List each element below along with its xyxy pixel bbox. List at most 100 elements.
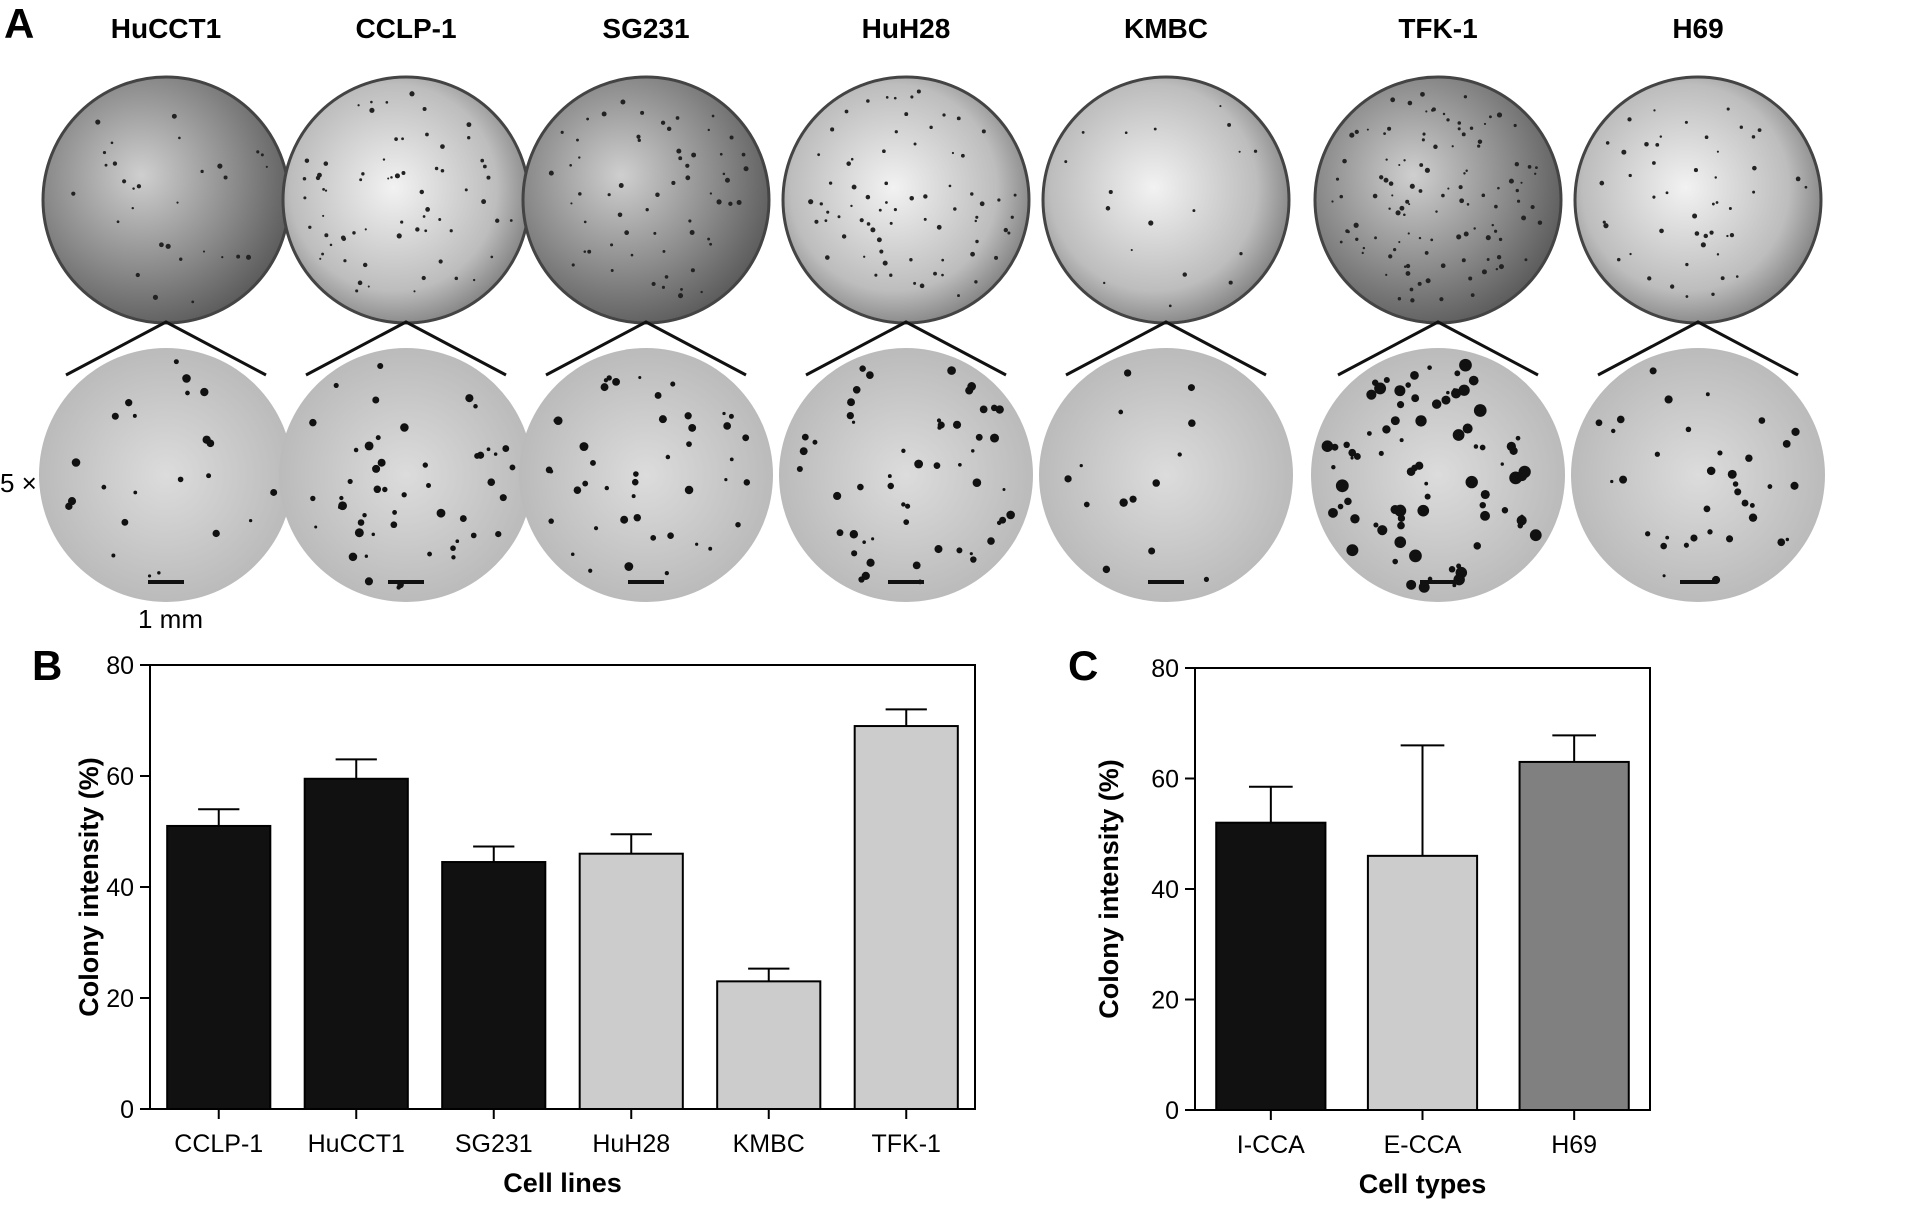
bar bbox=[1215, 821, 1327, 1111]
zoom-colony-dot bbox=[248, 518, 253, 523]
dish-zoom-5x bbox=[779, 348, 1033, 602]
plate-colony-dot bbox=[655, 192, 660, 197]
panel-a: A HuCCT1 CCLP-1 SG231 HuH28 KMBC TFK-1 H69 5 ×… bbox=[0, 0, 1825, 634]
plate-colony-dot bbox=[707, 128, 710, 132]
zoom-colony-dot bbox=[1595, 419, 1603, 427]
plate-colony-dot bbox=[387, 177, 390, 180]
zoom-colony-dot bbox=[1745, 454, 1753, 462]
zoom-colony-dot bbox=[1479, 444, 1486, 451]
plate-colony-dot bbox=[953, 207, 957, 211]
plate-colony-dot bbox=[583, 220, 587, 224]
plate-colony-dot bbox=[1739, 125, 1743, 129]
plate-colony-dot bbox=[1715, 201, 1719, 204]
plate-colony-dot bbox=[1421, 138, 1425, 142]
zoom-colony-dot bbox=[357, 519, 365, 526]
y-tick-label: 0 bbox=[1165, 1097, 1179, 1125]
plate-colony-dot bbox=[1647, 276, 1652, 281]
plate-colony-dot bbox=[1457, 121, 1462, 125]
plate-colony-dot bbox=[1335, 177, 1340, 181]
plate-colony-dot bbox=[1466, 203, 1470, 206]
zoom-colony-dot bbox=[866, 371, 874, 379]
plate-colony-dot bbox=[975, 215, 979, 219]
plate-colony-dot bbox=[910, 95, 914, 99]
zoom-colony-dot bbox=[1383, 376, 1390, 384]
plate-colony-dot bbox=[1410, 298, 1415, 303]
plate-colony-dot bbox=[923, 194, 928, 199]
plate-colony-dot bbox=[1398, 163, 1401, 167]
zoom-connector bbox=[545, 320, 747, 377]
plate-colony-dot bbox=[1407, 100, 1413, 106]
plate-colony-dot bbox=[1182, 272, 1187, 277]
plate-colony-dot bbox=[1463, 95, 1468, 99]
zoom-colony-dot bbox=[364, 554, 369, 558]
zoom-connector bbox=[805, 320, 1007, 377]
plate-colony-dot bbox=[736, 199, 742, 205]
plate-colony-dot bbox=[882, 260, 888, 266]
zoom-colony-dot bbox=[177, 476, 184, 483]
zoom-colony-dot bbox=[708, 546, 713, 551]
plate-colony-dot bbox=[1441, 193, 1445, 198]
zoom-colony-dot bbox=[371, 532, 375, 537]
plate-colony-dot bbox=[1442, 112, 1446, 116]
plate-colony-dot bbox=[1403, 159, 1406, 162]
scale-bar-label: 1 mm bbox=[138, 604, 203, 634]
zoom-circle bbox=[39, 348, 293, 602]
plate-colony-dot bbox=[1483, 122, 1487, 126]
plate-colony-dot bbox=[689, 230, 695, 235]
plate-colony-dot bbox=[1431, 107, 1436, 112]
plate-colony-dot bbox=[1013, 193, 1017, 197]
plate-colony-dot bbox=[322, 214, 325, 217]
zoom-colony-dot bbox=[801, 433, 809, 441]
bar bbox=[303, 777, 409, 1111]
dish-zoom-5x bbox=[1311, 348, 1565, 602]
plate-colony-dot bbox=[1342, 158, 1347, 164]
plate-colony-dot bbox=[1456, 234, 1462, 240]
plate-colony-dot bbox=[636, 134, 641, 139]
plate-colony-dot bbox=[1425, 110, 1428, 113]
zoom-colony-dot bbox=[887, 474, 892, 479]
plate-colony-dot bbox=[1422, 132, 1426, 136]
plate-colony-dot bbox=[607, 193, 611, 197]
plate-colony-dot bbox=[1684, 120, 1688, 124]
plate-colony-dot bbox=[808, 199, 814, 205]
dish-whole-plate bbox=[1313, 75, 1563, 325]
plate-colony-dot bbox=[610, 243, 614, 247]
plate-colony-dot bbox=[979, 201, 985, 207]
plate-colony-dot bbox=[110, 141, 114, 145]
plate-colony-dot bbox=[570, 202, 573, 205]
zoom-colony-dot bbox=[1480, 510, 1490, 521]
zoom-colony-dot bbox=[338, 501, 347, 511]
bar bbox=[716, 980, 822, 1110]
plate-colony-dot bbox=[422, 215, 426, 218]
plate-colony-dot bbox=[1486, 257, 1490, 261]
zoom-colony-dot bbox=[612, 377, 620, 386]
zoom-colony-dot bbox=[495, 530, 502, 538]
plate-colony-dot bbox=[1516, 199, 1521, 203]
plate-colony-dot bbox=[743, 166, 749, 172]
plate-colony-dot bbox=[495, 218, 500, 223]
plate-colony-dot bbox=[440, 168, 445, 173]
plate-colony-dot bbox=[136, 184, 142, 189]
plate-colony-dot bbox=[324, 189, 328, 192]
zoom-colony-dot bbox=[1664, 395, 1673, 404]
zoom-colony-dot bbox=[970, 556, 977, 563]
zoom-colony-dot bbox=[375, 435, 381, 441]
plate-colony-dot bbox=[236, 254, 241, 259]
plate-colony-dot bbox=[974, 219, 978, 223]
zoom-colony-dot bbox=[836, 529, 844, 537]
plate-colony-dot bbox=[265, 165, 268, 168]
zoom-colony-dot bbox=[996, 520, 1002, 526]
zoom-colony-dot bbox=[339, 495, 344, 501]
zoom-colony-dot bbox=[185, 390, 190, 396]
zoom-colony-dot bbox=[1448, 565, 1456, 573]
plate-colony-dot bbox=[904, 112, 909, 117]
plate-colony-dot bbox=[1239, 252, 1243, 256]
zoom-colony-dot bbox=[354, 528, 364, 538]
zoom-colony-dot bbox=[1480, 489, 1490, 500]
zoom-colony-dot bbox=[667, 532, 674, 540]
plate-colony-dot bbox=[352, 231, 356, 235]
zoom-colony-dot bbox=[570, 552, 575, 557]
plate-colony-dot bbox=[178, 136, 181, 140]
plate-colony-dot bbox=[1521, 215, 1527, 221]
